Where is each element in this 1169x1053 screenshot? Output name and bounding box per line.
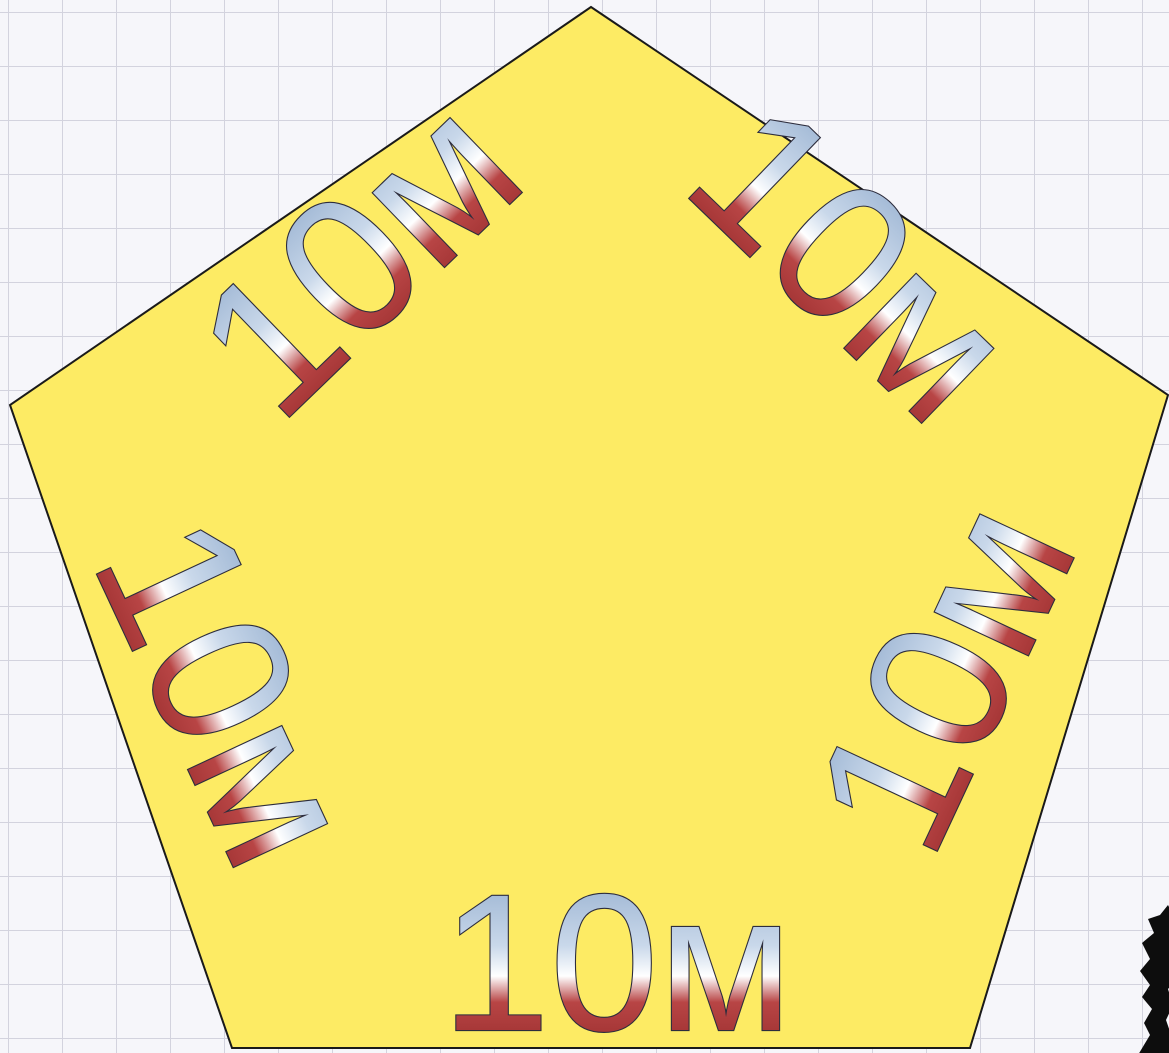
- palm-silhouette-icon: [1139, 905, 1169, 1053]
- pentagon-shape: [8, 5, 1169, 1049]
- side-label-bottom: 10м: [442, 854, 793, 1053]
